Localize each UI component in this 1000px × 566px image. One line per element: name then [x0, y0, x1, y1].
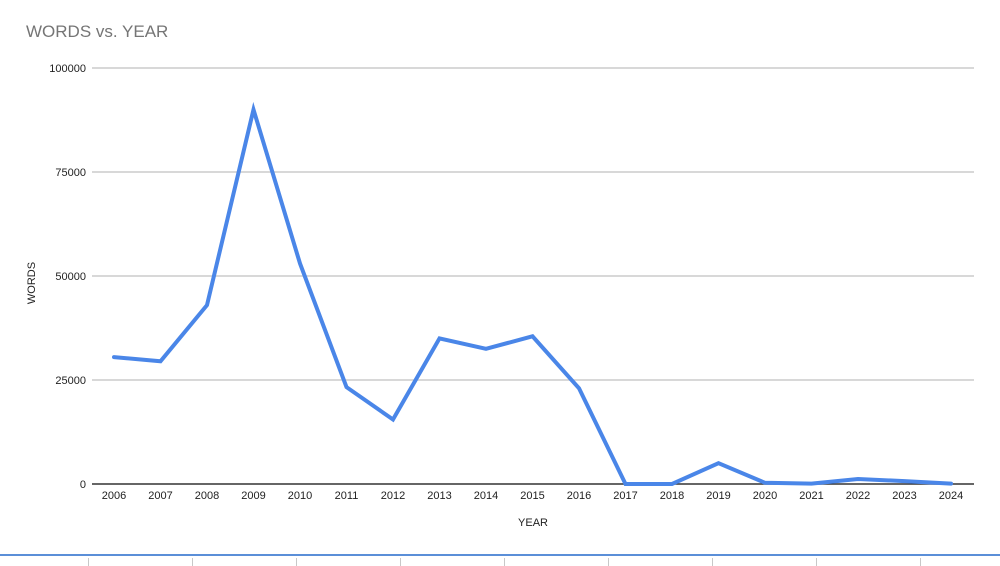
y-axis-tick-labels: 0 25000 50000 75000 100000 [49, 63, 86, 491]
y-tick-label: 75000 [55, 167, 86, 179]
x-axis-tick-labels: 2006 2007 2008 2009 2010 2011 2012 2013 2014 2015… [102, 490, 963, 502]
x-tick-label: 2011 [335, 490, 359, 502]
x-tick-label: 2018 [660, 490, 684, 502]
strip-divider [920, 558, 921, 566]
strip-divider [400, 558, 401, 566]
y-axis-title: WORDS [26, 262, 38, 304]
y-tick-label: 100000 [49, 63, 86, 75]
y-tick-label: 50000 [55, 271, 86, 283]
strip-divider [296, 558, 297, 566]
x-tick-label: 2009 [241, 490, 265, 502]
y-tick-label: 0 [80, 479, 86, 491]
strip-divider [816, 558, 817, 566]
x-tick-label: 2007 [148, 490, 172, 502]
y-tick-label: 25000 [55, 375, 86, 387]
x-tick-label: 2008 [195, 490, 219, 502]
x-tick-label: 2014 [474, 490, 498, 502]
chart-title: WORDS vs. YEAR [26, 22, 169, 41]
bottom-scroll-strip [0, 554, 1000, 566]
x-tick-label: 2021 [799, 490, 823, 502]
strip-divider [712, 558, 713, 566]
x-tick-label: 2006 [102, 490, 126, 502]
strip-divider [88, 558, 89, 566]
x-tick-label: 2013 [427, 490, 451, 502]
series-line-0 [112, 101, 953, 486]
x-tick-label: 2015 [520, 490, 544, 502]
x-tick-label: 2017 [613, 490, 637, 502]
x-tick-label: 2010 [288, 490, 312, 502]
strip-divider [192, 558, 193, 566]
x-tick-label: 2016 [567, 490, 591, 502]
strip-divider [608, 558, 609, 566]
x-tick-label: 2020 [753, 490, 777, 502]
x-tick-label: 2023 [892, 490, 916, 502]
x-axis-title: YEAR [518, 517, 548, 529]
x-tick-label: 2022 [846, 490, 870, 502]
strip-divider [504, 558, 505, 566]
series-layer [112, 101, 953, 486]
x-tick-label: 2019 [706, 490, 730, 502]
x-tick-label: 2024 [939, 490, 963, 502]
x-tick-label: 2012 [381, 490, 405, 502]
